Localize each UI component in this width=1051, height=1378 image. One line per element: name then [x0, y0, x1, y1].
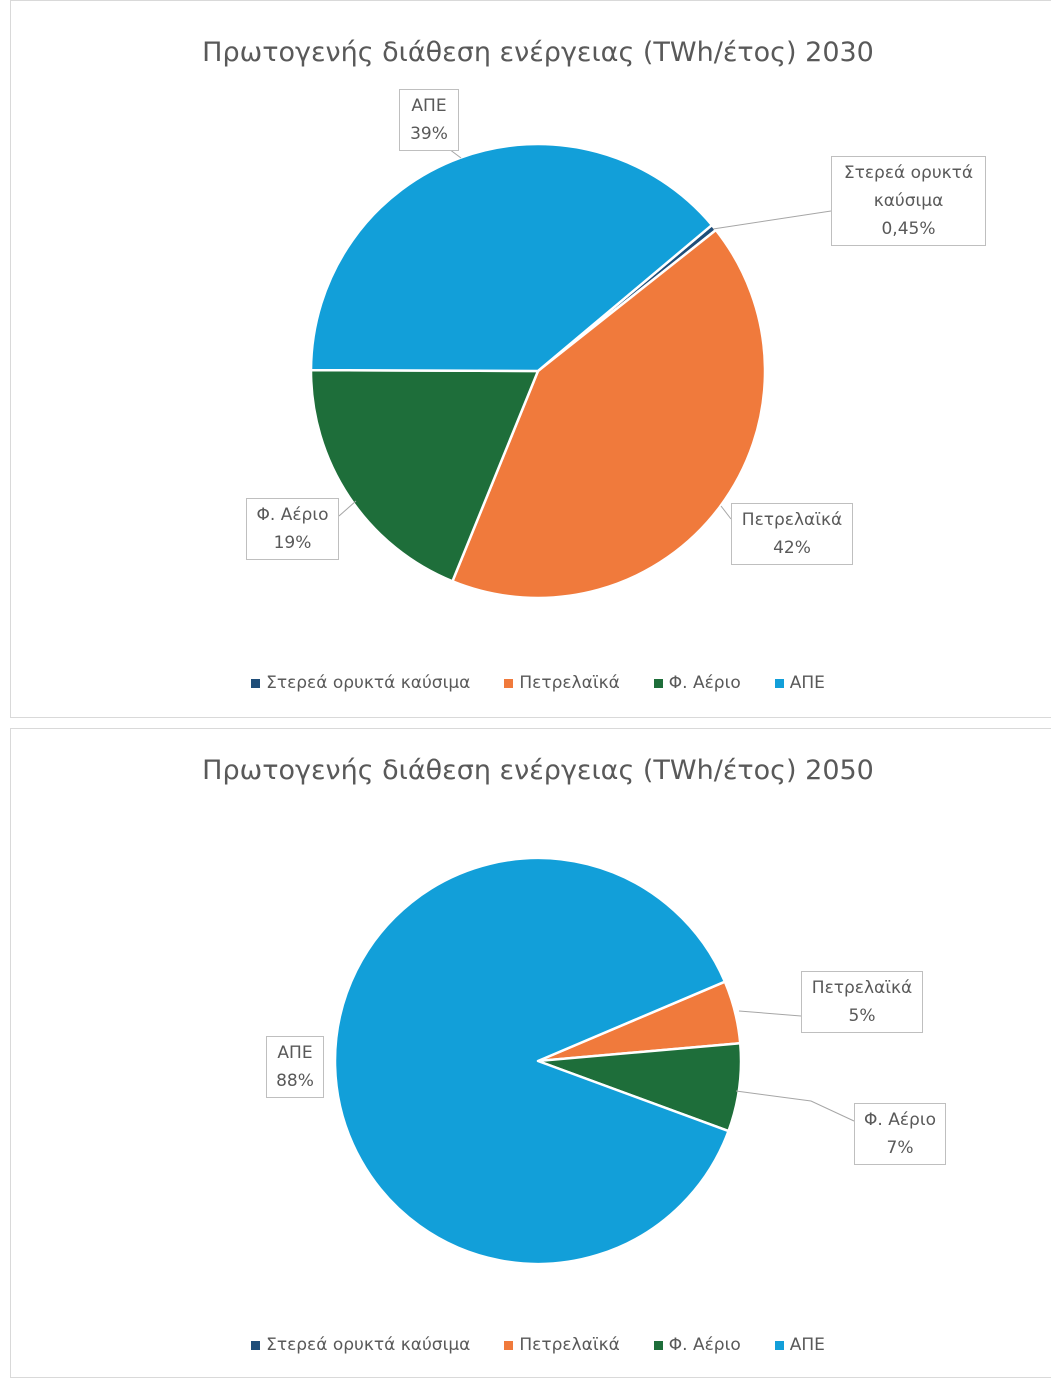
data-label-category: ΑΠΕ	[411, 96, 447, 116]
pie-slice	[333, 856, 730, 1266]
pie-plot	[309, 142, 832, 600]
data-label: ΑΠΕ 88%	[266, 1036, 324, 1098]
legend-swatch	[504, 678, 514, 688]
legend: Στερεά ορυκτά καύσιμα Πετρελαϊκά Φ. Αέριο Α…	[11, 673, 1051, 693]
data-label-value: 88%	[276, 1071, 314, 1091]
legend-swatch	[774, 1340, 784, 1350]
legend-label: Φ. Αέριο	[668, 1335, 741, 1355]
legend-label: ΑΠΕ	[789, 673, 825, 693]
legend-label: ΑΠΕ	[789, 1335, 825, 1355]
legend-item: Φ. Αέριο	[653, 673, 741, 693]
leader-line	[735, 1090, 855, 1122]
leader-line	[738, 1010, 802, 1017]
data-label-category: Πετρελαϊκά	[741, 510, 843, 530]
data-label: Πετρελαϊκά 5%	[801, 971, 923, 1033]
data-label-value: 7%	[886, 1138, 914, 1158]
legend-swatch	[653, 678, 663, 688]
legend-label: Φ. Αέριο	[668, 673, 741, 693]
data-label: ΑΠΕ 39%	[399, 89, 459, 151]
legend-item: ΑΠΕ	[774, 673, 825, 693]
legend-item: Στερεά ορυκτά καύσιμα	[251, 1335, 470, 1355]
chart-title: Πρωτογενής διάθεση ενέργειας (TWh/έτος) …	[202, 755, 874, 786]
legend-swatch	[774, 678, 784, 688]
legend-swatch	[251, 1340, 261, 1350]
data-label: Φ. Αέριο 19%	[246, 498, 339, 560]
data-label-value: 42%	[773, 538, 811, 558]
data-label-category: ΑΠΕ	[277, 1043, 313, 1063]
legend-label: Πετρελαϊκά	[519, 673, 620, 693]
legend-label: Στερεά ορυκτά καύσιμα	[266, 1335, 471, 1355]
legend-item: Πετρελαϊκά	[504, 673, 620, 693]
legend-swatch	[251, 678, 261, 688]
leader-line	[712, 210, 832, 230]
data-label-category: Στερεά ορυκτά καύσιμα	[843, 163, 974, 211]
legend-item: Στερεά ορυκτά καύσιμα	[251, 673, 470, 693]
legend-item: ΑΠΕ	[774, 1335, 825, 1355]
data-label: Φ. Αέριο 7%	[854, 1103, 946, 1165]
legend: Στερεά ορυκτά καύσιμα Πετρελαϊκά Φ. Αέριο Α…	[11, 1335, 1051, 1355]
pie-slice	[451, 228, 767, 600]
data-label-value: 19%	[273, 533, 312, 553]
legend-swatch	[504, 1340, 514, 1350]
data-label-category: Φ. Αέριο	[864, 1110, 936, 1130]
legend-label: Πετρελαϊκά	[519, 1335, 620, 1355]
leader-line	[338, 500, 357, 517]
legend-swatch	[653, 1340, 663, 1350]
data-label-category: Πετρελαϊκά	[811, 978, 913, 998]
data-label: Στερεά ορυκτά καύσιμα 0,45%	[831, 156, 986, 246]
chart-title: Πρωτογενής διάθεση ενέργειας (TWh/έτος) …	[202, 37, 874, 68]
legend-label: Στερεά ορυκτά καύσιμα	[266, 673, 471, 693]
data-label-value: 5%	[848, 1006, 876, 1026]
data-label-category: Φ. Αέριο	[256, 505, 329, 525]
data-label: Πετρελαϊκά 42%	[731, 503, 853, 565]
leader-line	[720, 505, 732, 520]
chart: Πρωτογενής διάθεση ενέργειας (TWh/έτος) …	[10, 0, 1051, 718]
pie-plot	[333, 856, 855, 1266]
pie-slice	[309, 368, 540, 583]
data-label-value: 39%	[410, 124, 448, 144]
legend-item: Φ. Αέριο	[653, 1335, 741, 1355]
legend-item: Πετρελαϊκά	[504, 1335, 620, 1355]
chart: Πρωτογενής διάθεση ενέργειας (TWh/έτος) …	[10, 728, 1051, 1378]
data-label-value: 0,45%	[881, 219, 936, 239]
